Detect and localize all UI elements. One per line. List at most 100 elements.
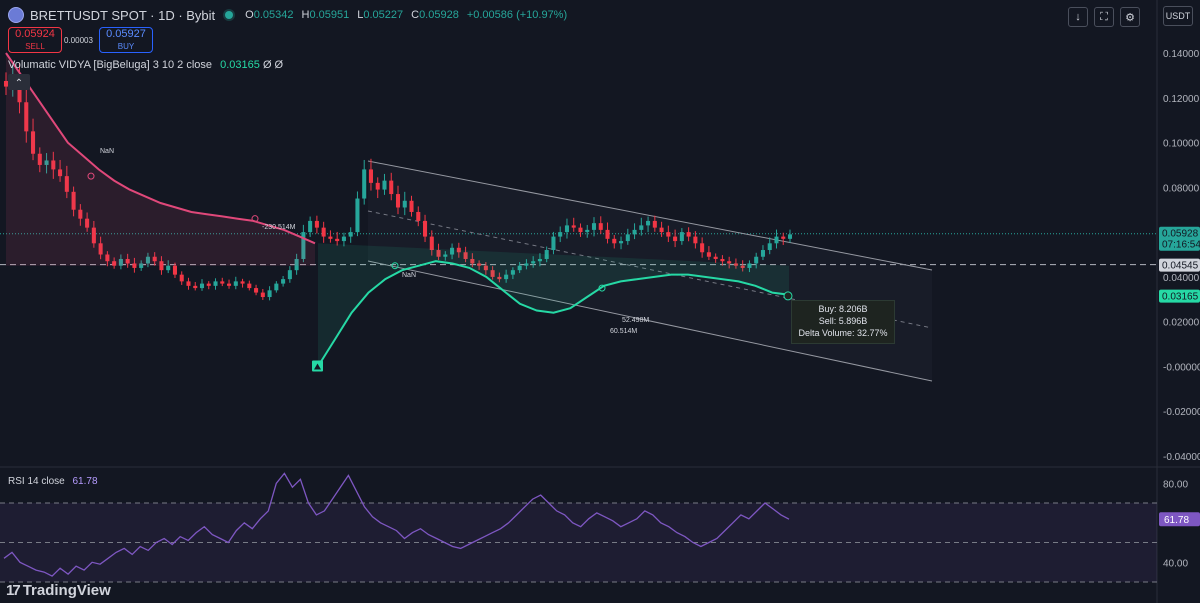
candle-body xyxy=(774,236,779,244)
ohlc-close-key: C xyxy=(411,9,420,21)
candle-body xyxy=(233,281,238,286)
candle-body xyxy=(450,247,455,255)
ohlc-high-key: H xyxy=(301,9,310,21)
candle-body xyxy=(517,265,522,271)
candle-body xyxy=(308,220,313,233)
candle-body xyxy=(646,220,651,226)
rsi-params: 14 close xyxy=(27,476,65,487)
download-icon[interactable]: ↓ xyxy=(1068,7,1088,27)
candle-body xyxy=(254,288,259,293)
vidya-end-marker xyxy=(783,291,793,301)
candle-body xyxy=(166,265,171,271)
candle-body xyxy=(368,169,373,183)
candle-body xyxy=(706,252,711,257)
candle-body xyxy=(666,232,671,237)
currency-selector[interactable]: USDT xyxy=(1163,6,1193,26)
tooltip-sell: Sell: 5.896B xyxy=(818,316,868,326)
settings-icon[interactable]: ⚙ xyxy=(1120,7,1140,27)
candle-body xyxy=(240,281,245,284)
symbol-title[interactable]: BRETTUSDT SPOT · 1D · Bybit xyxy=(30,7,216,23)
candle-body xyxy=(686,232,691,237)
candle-body xyxy=(213,281,218,286)
candle-body xyxy=(787,234,793,239)
candle-body xyxy=(260,292,265,298)
candle-body xyxy=(362,169,367,199)
candle-body xyxy=(3,80,9,87)
candle-body xyxy=(612,238,617,244)
price-label-box xyxy=(1159,258,1200,272)
candle-body xyxy=(37,153,42,165)
price-tick-label: -0.04000 xyxy=(1163,452,1200,463)
candle-body xyxy=(747,263,752,268)
candle-body xyxy=(78,209,83,219)
price-label-text: 0.03165 xyxy=(1162,292,1199,303)
fullscreen-icon[interactable]: ⛶ xyxy=(1094,7,1114,27)
candle-body xyxy=(172,265,177,275)
indicator-legend[interactable]: Volumatic VIDYA [BigBeluga] 3 10 2 close… xyxy=(8,59,283,71)
vidya-marker xyxy=(87,172,95,180)
price-label-text: 0.04545 xyxy=(1162,261,1199,272)
annotation-label: NaN xyxy=(100,148,114,155)
candle-body xyxy=(760,250,765,257)
candle-body xyxy=(24,102,29,132)
candle-body xyxy=(395,194,401,208)
vidya-marker xyxy=(251,215,259,223)
price-label-box xyxy=(1159,226,1200,251)
candle-body xyxy=(132,263,137,268)
candle-body xyxy=(436,250,441,257)
chart-header: BRETTUSDT SPOT · 1D · Bybit O0.05342 H0.… xyxy=(8,7,567,23)
annotation-label: 60.514M xyxy=(610,328,637,335)
candle-body xyxy=(281,279,286,284)
indicator-params: 3 10 2 close xyxy=(152,59,213,71)
candle-body xyxy=(598,223,603,230)
annotation-label: 52.498M xyxy=(622,317,649,324)
brand-name: TradingView xyxy=(22,582,111,599)
trend-up-arrow-icon xyxy=(314,363,321,370)
candle-body xyxy=(720,258,725,262)
vidya-marker xyxy=(391,262,399,270)
vidya-uptrend-line xyxy=(317,260,790,367)
candle-body xyxy=(463,252,468,259)
rsi-legend[interactable]: RSI 14 close 61.78 xyxy=(8,476,98,487)
price-tick-label: 0.12000 xyxy=(1163,94,1200,105)
candle-body xyxy=(44,160,49,165)
buy-button[interactable]: 0.05927 BUY xyxy=(99,27,153,53)
rsi-line xyxy=(3,472,790,577)
candle-body xyxy=(64,176,69,192)
price-tick-label: 0.10000 xyxy=(1163,139,1200,150)
vidya-down-fill xyxy=(6,53,315,266)
candle-body xyxy=(733,263,738,266)
rsi-tick-label: 80.00 xyxy=(1163,479,1188,490)
candle-body xyxy=(267,290,272,298)
candle-body xyxy=(673,236,678,242)
candle-body xyxy=(713,256,718,259)
price-tick-label: -0.00000 xyxy=(1163,362,1200,373)
candle-body xyxy=(443,254,448,257)
candle-body xyxy=(112,261,117,266)
candle-body xyxy=(206,283,211,286)
sell-button[interactable]: 0.05924 SELL xyxy=(8,27,62,53)
candle-body xyxy=(294,258,299,271)
ohlc-high-value: 0.05951 xyxy=(309,9,350,21)
candle-body xyxy=(287,270,292,280)
ohlc-values: O0.05342 H0.05951 L0.05227 C0.05928 +0.0… xyxy=(245,9,567,21)
indicator-name: Volumatic VIDYA [BigBeluga] xyxy=(8,59,150,71)
candle-body xyxy=(341,236,346,242)
brett-coin-icon xyxy=(8,7,24,23)
candle-body xyxy=(551,236,556,251)
candle-body xyxy=(564,225,569,233)
candle-body xyxy=(51,160,56,170)
ohlc-low-value: 0.05227 xyxy=(363,9,404,21)
delta-volume-tooltip: Buy: 8.206B Sell: 5.896B Delta Volume: 3… xyxy=(791,300,895,344)
price-tick-label: 0.08000 xyxy=(1163,183,1200,194)
candle-body xyxy=(98,243,103,255)
tradingview-logo[interactable]: 17 TradingView xyxy=(6,582,111,599)
candle-body xyxy=(524,263,529,266)
candle-body xyxy=(152,256,157,262)
candle-body xyxy=(490,270,495,277)
candle-body xyxy=(145,256,150,264)
candle-body xyxy=(301,232,306,259)
buy-label: BUY xyxy=(117,41,135,51)
candle-body xyxy=(91,227,96,244)
